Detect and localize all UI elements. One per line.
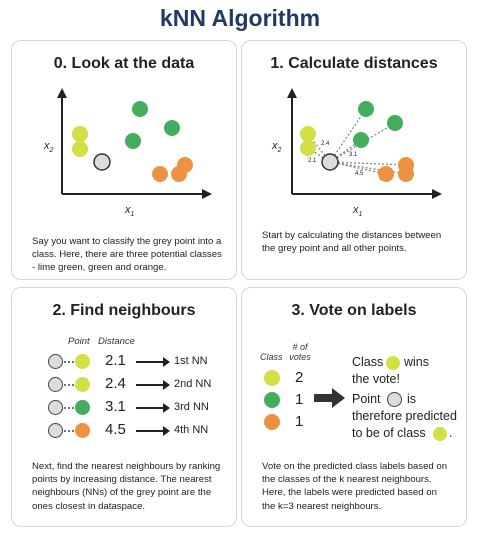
axis-label-x: x1	[352, 204, 363, 218]
result-wins: wins	[404, 355, 430, 369]
vote-count: 1	[295, 413, 304, 430]
result-the-vote: the vote!	[352, 372, 400, 386]
distance-label: 4.5	[355, 171, 364, 177]
grey-point	[321, 153, 339, 171]
y-axis-arrow	[287, 88, 297, 98]
axis-label-y: x2	[43, 140, 54, 154]
result-point-word: Point	[352, 392, 381, 406]
vote-count: 1	[295, 391, 304, 408]
panel-title: 0. Look at the data	[53, 55, 195, 72]
orange-point	[398, 166, 414, 182]
distance-label: 3.1	[349, 152, 358, 158]
vote-count: 2	[295, 369, 304, 386]
lime-point	[300, 140, 316, 156]
lime-class-icon	[264, 370, 280, 386]
green-point	[164, 120, 180, 136]
distance-value: 2.4	[105, 375, 126, 392]
green-point	[125, 133, 141, 149]
result-therefore: therefore predicted	[352, 409, 457, 423]
neighbour-rank: 1st NN	[174, 355, 208, 367]
orange-class-icon	[264, 414, 280, 430]
arrow-icon	[136, 380, 170, 390]
distance-value: 3.1	[105, 398, 126, 415]
dotted-connector	[64, 361, 76, 363]
lime-class-icon	[433, 427, 447, 441]
distance-line	[329, 161, 407, 175]
panel-calculate-distances: 1. Calculate distances x2 x1 2.4 2.1 3.1…	[241, 40, 467, 280]
green-point	[358, 101, 374, 117]
column-header-votes: # of votes	[289, 342, 311, 362]
column-header-point: Point	[68, 336, 90, 347]
neighbour-rank: 2nd NN	[174, 378, 212, 390]
lime-point-icon	[75, 377, 90, 392]
orange-point	[171, 166, 187, 182]
result-arrow-icon	[314, 388, 345, 408]
column-header-class: Class	[260, 352, 283, 362]
grey-point-icon	[48, 354, 63, 369]
distance-value: 2.1	[105, 352, 126, 369]
page-title: kNN Algorithm	[159, 5, 321, 31]
distance-line	[329, 108, 367, 163]
green-point	[353, 132, 369, 148]
axis-label-y-sub: 2	[49, 147, 54, 154]
panel-description: Vote on the predicted class labels based…	[262, 461, 448, 512]
grey-point-icon	[387, 392, 402, 407]
grey-point	[93, 153, 111, 171]
dotted-connector	[64, 384, 76, 386]
panel-description: Start by calculating the distances betwe…	[262, 230, 442, 255]
dotted-connector	[64, 430, 76, 432]
distance-line	[329, 161, 407, 166]
grey-point-icon	[48, 377, 63, 392]
lime-class-icon	[386, 356, 400, 370]
panel-find-neighbours: 2. Find neighbours Point Distance 2.1 1s…	[11, 287, 237, 527]
lime-point	[300, 126, 316, 142]
y-axis-arrow	[57, 88, 67, 98]
grey-point-icon	[48, 400, 63, 415]
axis-label-y: x2	[271, 140, 282, 154]
green-class-icon	[264, 392, 280, 408]
grey-point-icon	[48, 423, 63, 438]
result-class-word: Class	[352, 355, 384, 369]
panel-title: 2. Find neighbours	[52, 302, 196, 319]
panel-look-at-data: 0. Look at the data x2 x1 Say you want t…	[11, 40, 237, 280]
neighbour-rank: 4th NN	[174, 424, 209, 436]
arrow-icon	[136, 357, 170, 367]
arrow-icon	[136, 426, 170, 436]
axis-label-x-sub: 1	[131, 211, 135, 218]
axis-label-y-sub: 2	[277, 147, 282, 154]
distance-plot: x2 x1 2.4 2.1 3.1 4.5	[271, 88, 442, 218]
x-axis-arrow	[202, 189, 212, 199]
axis-label-x: x1	[124, 204, 135, 218]
orange-point-icon	[75, 423, 90, 438]
lime-point-icon	[75, 354, 90, 369]
panel-vote-on-labels: 3. Vote on labels Class # of votes 2 1 1…	[241, 287, 467, 527]
result-period: .	[449, 426, 453, 440]
panel-description: Say you want to classify the grey point …	[32, 236, 222, 274]
distance-label: 2.4	[321, 141, 330, 147]
green-point-icon	[75, 400, 90, 415]
distance-value: 4.5	[105, 421, 126, 438]
dotted-connector	[64, 407, 76, 409]
column-header-distance: Distance	[98, 336, 135, 347]
neighbour-rank: 3rd NN	[174, 401, 209, 413]
green-point	[387, 115, 403, 131]
result-to-be: to be of class	[352, 426, 426, 440]
arrow-icon	[136, 403, 170, 413]
distance-label: 2.1	[308, 158, 317, 164]
orange-point	[378, 166, 394, 182]
scatter-plot: x2 x1	[43, 88, 212, 218]
result-is: is	[407, 392, 417, 406]
panel-title: 1. Calculate distances	[270, 55, 438, 72]
orange-point	[152, 166, 168, 182]
green-point	[132, 101, 148, 117]
lime-point	[72, 141, 88, 157]
panel-description: Next, find the nearest neighbours by ran…	[32, 461, 221, 512]
axis-label-x-sub: 1	[359, 211, 363, 218]
lime-point	[72, 126, 88, 142]
x-axis-arrow	[432, 189, 442, 199]
panel-title: 3. Vote on labels	[291, 302, 417, 319]
